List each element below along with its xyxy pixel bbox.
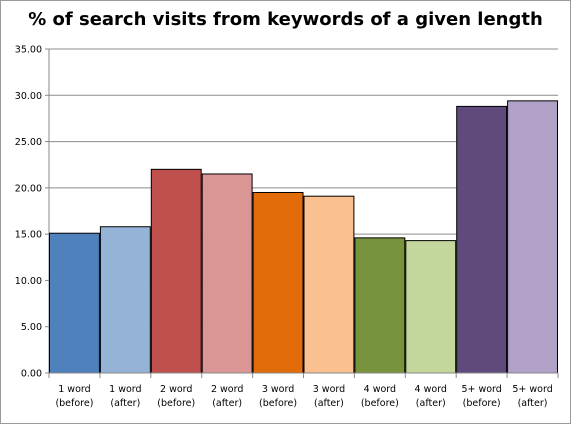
x-tick-label: (before) [157,398,195,409]
bar [354,237,406,374]
x-tick-label: 5+ word [461,384,501,395]
x-tick-label: 2 word [160,384,192,395]
bar [456,105,508,374]
x-tick-label: (before) [463,398,501,409]
y-tick-label: 0.00 [21,369,42,380]
bar [201,173,253,374]
x-tick-label: (after) [212,398,242,409]
x-tick-label: (before) [259,398,297,409]
bar [49,232,100,374]
x-tick-label: 1 word [109,384,141,395]
chart-title: % of search visits from keywords of a gi… [28,9,543,30]
x-tick-label: 3 word [262,384,294,395]
y-tick-label: 5.00 [21,322,42,333]
y-tick-label: 15.00 [15,230,42,241]
x-tick-label: 4 word [415,384,447,395]
bar [252,191,304,374]
bar [507,100,559,374]
y-tick-label: 30.00 [15,91,42,102]
x-tick-label: 4 word [364,384,396,395]
bar [405,240,457,374]
y-tick-label: 35.00 [15,45,42,56]
x-tick-label: (after) [314,398,344,409]
x-tick-label: 5+ word [512,384,552,395]
bar [303,195,355,374]
x-tick-label: 3 word [313,384,345,395]
y-tick-label: 25.00 [15,137,42,148]
x-tick-label: (before) [55,398,93,409]
x-tick-label: (after) [416,398,446,409]
bar [99,226,151,374]
x-tick-label: 2 word [211,384,243,395]
y-tick-label: 10.00 [15,276,42,287]
x-tick-label: 1 word [58,384,90,395]
x-tick-label: (before) [361,398,399,409]
x-tick-label: (after) [110,398,140,409]
y-tick-label: 20.00 [15,183,42,194]
bar [150,168,202,374]
x-tick-label: (after) [518,398,548,409]
